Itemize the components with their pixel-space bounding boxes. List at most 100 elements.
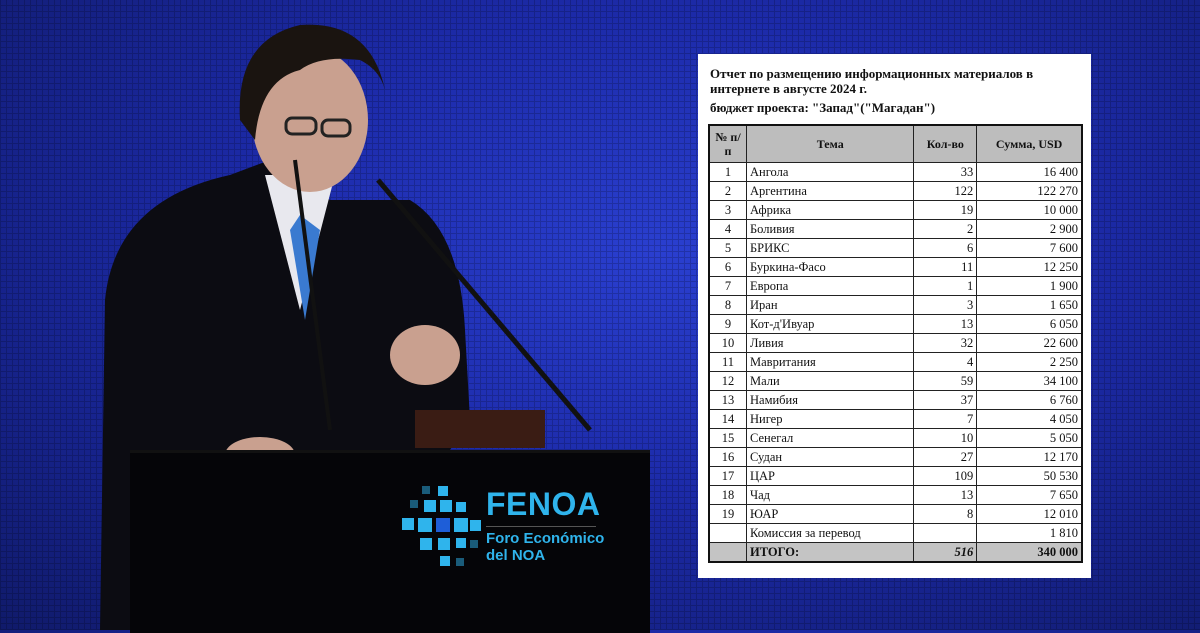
table-header-row: № п/п Тема Кол-во Сумма, USD [708, 124, 1083, 163]
pixel-cross-logo-icon [402, 486, 481, 566]
row-topic: ЮАР [745, 504, 915, 524]
row-sum: 6 760 [976, 390, 1083, 410]
table-row: 17 ЦАР 109 50 530 [708, 466, 1083, 486]
table-row: 2 Аргентина 122 122 270 [708, 181, 1083, 201]
document-title: Отчет по размещению информационных матер… [710, 66, 1034, 96]
row-count: 19 [913, 200, 978, 220]
table-row: 1 Ангола 33 16 400 [708, 162, 1083, 182]
table-row: Комиссия за перевод 1 810 [708, 523, 1083, 543]
row-topic: Ливия [745, 333, 915, 353]
document-budget: бюджет проекта: "Запад"("Магадан") [710, 100, 936, 115]
row-sum: 12 170 [976, 447, 1083, 467]
table-row: 7 Европа 1 1 900 [708, 276, 1083, 296]
row-topic: Ангола [745, 162, 915, 182]
row-number: 5 [708, 238, 747, 258]
row-topic: ЦАР [745, 466, 915, 486]
row-sum: 7 650 [976, 485, 1083, 505]
header-sum: Сумма, USD [976, 124, 1083, 163]
table-row: 16 Судан 27 12 170 [708, 447, 1083, 467]
total-count: 516 [913, 542, 978, 563]
podium [130, 450, 650, 633]
row-count: 4 [913, 352, 978, 372]
row-number: 16 [708, 447, 747, 467]
row-topic: Мали [745, 371, 915, 391]
row-sum: 122 270 [976, 181, 1083, 201]
row-sum: 22 600 [976, 333, 1083, 353]
row-count: 13 [913, 314, 978, 334]
table-row: 8 Иран 3 1 650 [708, 295, 1083, 315]
row-topic: Аргентина [745, 181, 915, 201]
row-sum: 50 530 [976, 466, 1083, 486]
logo-title: FENOA [486, 486, 601, 522]
row-sum: 1 810 [976, 523, 1083, 543]
row-number: 3 [708, 200, 747, 220]
row-sum: 1 650 [976, 295, 1083, 315]
table-row: 15 Сенегал 10 5 050 [708, 428, 1083, 448]
table-row: 9 Кот-д'Ивуар 13 6 050 [708, 314, 1083, 334]
row-number: 2 [708, 181, 747, 201]
row-number: 1 [708, 162, 747, 182]
table-row: 10 Ливия 32 22 600 [708, 333, 1083, 353]
row-topic: Буркина-Фасо [745, 257, 915, 277]
row-sum: 10 000 [976, 200, 1083, 220]
row-topic: Боливия [745, 219, 915, 239]
row-count: 7 [913, 409, 978, 429]
row-number [708, 523, 747, 543]
row-number: 11 [708, 352, 747, 372]
row-topic: Европа [745, 276, 915, 296]
row-count: 59 [913, 371, 978, 391]
row-number: 13 [708, 390, 747, 410]
table-row: 5 БРИКС 6 7 600 [708, 238, 1083, 258]
total-number-cell [708, 542, 747, 563]
logo-subtitle-line1: Foro Económico [486, 530, 605, 547]
logo-divider [486, 526, 596, 527]
row-sum: 7 600 [976, 238, 1083, 258]
row-count: 109 [913, 466, 978, 486]
report-table: № п/п Тема Кол-во Сумма, USD 1 Ангола 33 16… [708, 124, 1083, 563]
table-row: 18 Чад 13 7 650 [708, 485, 1083, 505]
row-number: 4 [708, 219, 747, 239]
row-count: 33 [913, 162, 978, 182]
table-row: 19 ЮАР 8 12 010 [708, 504, 1083, 524]
row-number: 15 [708, 428, 747, 448]
row-count: 10 [913, 428, 978, 448]
table-row: 3 Африка 19 10 000 [708, 200, 1083, 220]
header-topic: Тема [745, 124, 915, 163]
row-topic: БРИКС [745, 238, 915, 258]
row-sum: 12 010 [976, 504, 1083, 524]
row-count: 3 [913, 295, 978, 315]
row-topic: Иран [745, 295, 915, 315]
total-sum: 340 000 [976, 542, 1083, 563]
row-sum: 1 900 [976, 276, 1083, 296]
row-topic: Кот-д'Ивуар [745, 314, 915, 334]
row-number: 10 [708, 333, 747, 353]
row-number: 8 [708, 295, 747, 315]
table-row: 14 Нигер 7 4 050 [708, 409, 1083, 429]
row-topic: Комиссия за перевод [745, 523, 915, 543]
row-number: 6 [708, 257, 747, 277]
total-row: ИТОГО: 516 340 000 [708, 542, 1083, 563]
row-sum: 4 050 [976, 409, 1083, 429]
row-number: 7 [708, 276, 747, 296]
row-topic: Мавритания [745, 352, 915, 372]
row-topic: Судан [745, 447, 915, 467]
row-count: 122 [913, 181, 978, 201]
row-count: 8 [913, 504, 978, 524]
row-topic: Нигер [745, 409, 915, 429]
logo-subtitle: Foro Económico del NOA [486, 530, 604, 564]
row-count: 2 [913, 219, 978, 239]
row-count: 11 [913, 257, 978, 277]
header-count: Кол-во [913, 124, 978, 163]
row-sum: 5 050 [976, 428, 1083, 448]
row-number: 18 [708, 485, 747, 505]
row-count: 37 [913, 390, 978, 410]
row-count: 6 [913, 238, 978, 258]
row-count: 1 [913, 276, 978, 296]
row-count: 13 [913, 485, 978, 505]
row-sum: 12 250 [976, 257, 1083, 277]
row-sum: 34 100 [976, 371, 1083, 391]
row-sum: 2 250 [976, 352, 1083, 372]
row-number: 14 [708, 409, 747, 429]
logo-subtitle-line2: del NOA [486, 547, 546, 564]
row-topic: Сенегал [745, 428, 915, 448]
